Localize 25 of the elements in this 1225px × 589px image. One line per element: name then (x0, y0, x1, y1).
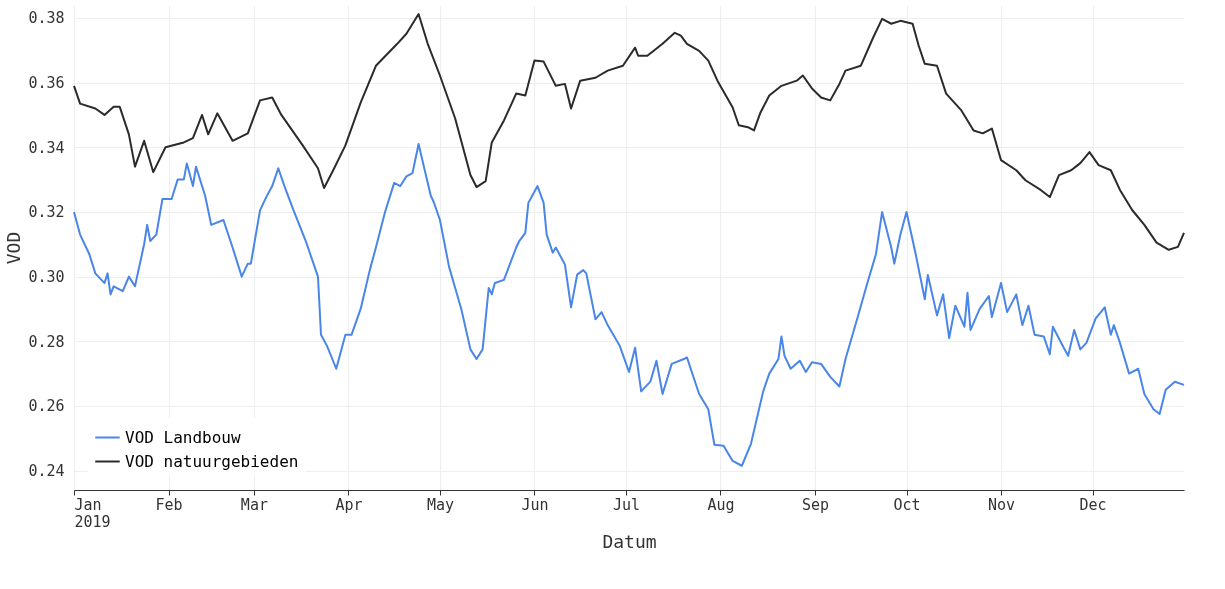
x-tick-label: Oct (893, 495, 921, 514)
x-tick-label: Dec (1079, 495, 1107, 514)
y-tick-label: 0.30 (28, 268, 65, 287)
y-axis-title: VOD (3, 231, 25, 265)
y-tick-label: 0.28 (28, 332, 65, 351)
y-tick-label: 0.36 (28, 74, 65, 93)
line-series (73, 13, 1185, 251)
x-tick-label: Mar (240, 495, 268, 514)
x-tick-label: Sep (801, 495, 830, 514)
legend-label: VOD natuurgebieden (125, 451, 299, 471)
y-tick-label: 0.32 (28, 203, 65, 222)
x-tick-label: Jun (521, 495, 549, 514)
y-tick-label: 0.24 (28, 462, 65, 481)
x-tick-label: Aug (707, 495, 735, 514)
y-tick-label: 0.34 (28, 138, 65, 157)
x-tick-label: Jul (612, 495, 640, 514)
legend-label: VOD Landbouw (125, 427, 241, 447)
x-tick-label: Apr (335, 495, 363, 514)
y-tick-label: 0.26 (28, 397, 65, 416)
x-axis-title: Datum (602, 530, 657, 552)
x-tick-label: May (426, 495, 454, 514)
x-tick-label: Feb (155, 495, 183, 514)
x-tick-label: Nov (987, 495, 1016, 514)
y-tick-label: 0.38 (28, 9, 65, 28)
x-tick-label: Jan 2019 (74, 495, 111, 531)
